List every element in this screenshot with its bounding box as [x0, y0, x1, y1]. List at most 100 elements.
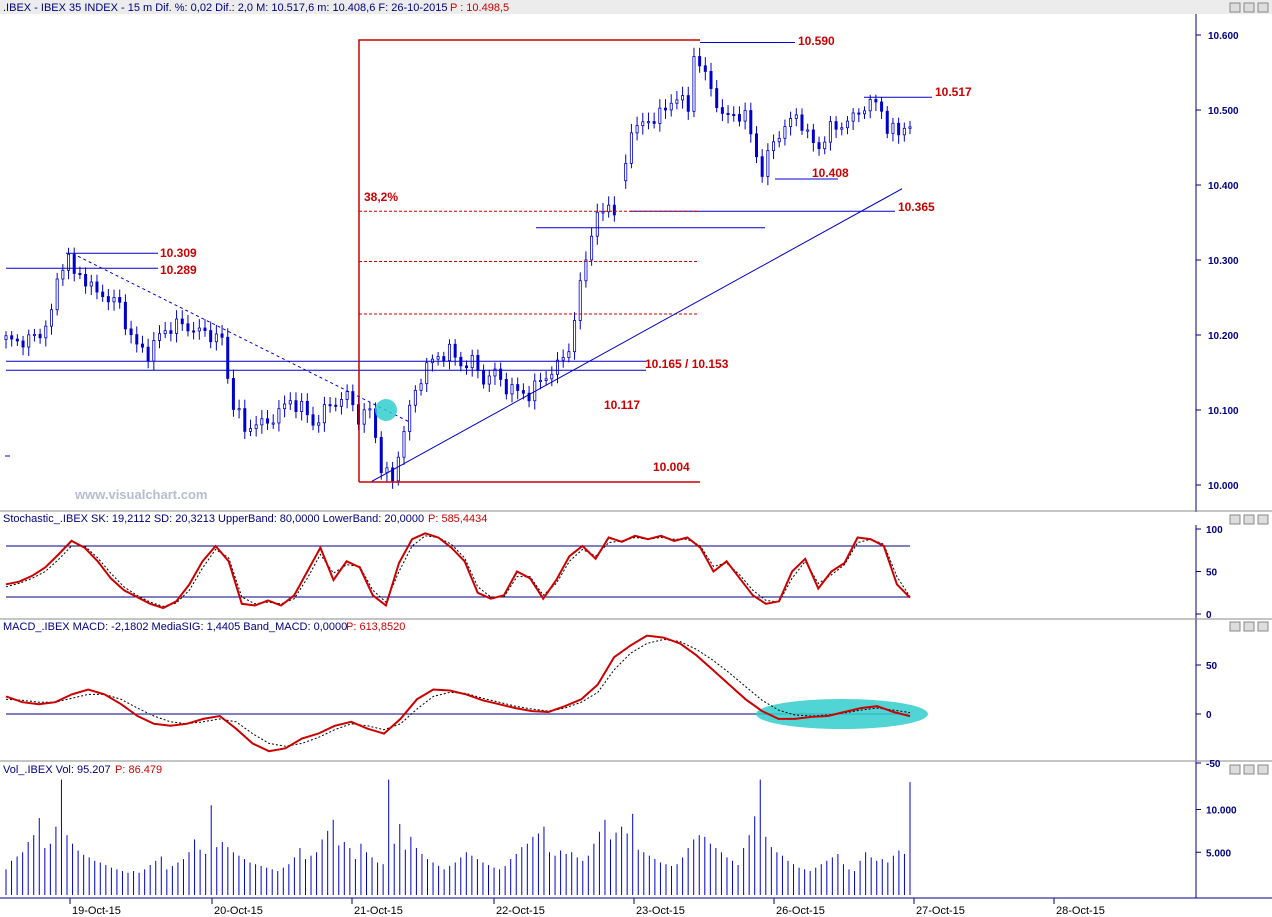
- price-candle: [209, 330, 213, 343]
- price-candle: [561, 357, 565, 361]
- price-candle: [277, 408, 281, 424]
- price-candle: [612, 204, 616, 216]
- price-candle: [891, 122, 895, 134]
- price-candle: [908, 126, 912, 129]
- price-candle: [857, 112, 861, 115]
- price-candle: [720, 107, 724, 114]
- price-candle: [453, 343, 457, 358]
- price-candle: [629, 132, 633, 164]
- price-axis-label: 10.300: [1208, 256, 1239, 267]
- price-candle: [84, 273, 88, 287]
- date-axis-label: 27-Oct-15: [916, 905, 965, 917]
- window-buttons-vol[interactable]: [1229, 764, 1269, 775]
- price-candle: [305, 400, 309, 416]
- price-candle: [49, 309, 53, 327]
- stoch-panel-value: P: 585,4434: [428, 513, 487, 525]
- stoch-sd-line: [5, 535, 911, 607]
- date-axis-label: 19-Oct-15: [72, 905, 121, 917]
- price-candle: [15, 338, 19, 342]
- price-candle: [123, 301, 127, 330]
- price-candle: [686, 95, 690, 112]
- price-candle: [521, 390, 525, 394]
- price-candle: [482, 370, 486, 385]
- price-candle: [868, 99, 872, 112]
- date-axis-label: 22-Oct-15: [496, 905, 545, 917]
- price-candle: [675, 99, 679, 104]
- price-candle: [67, 253, 71, 271]
- window-buttons-stoch[interactable]: [1229, 514, 1269, 525]
- price-candle: [698, 56, 702, 67]
- price-candle: [658, 107, 662, 124]
- price-candle: [800, 114, 804, 131]
- price-candle: [703, 65, 707, 72]
- macd-axis-label: 0: [1206, 710, 1212, 721]
- price-candle: [493, 368, 497, 377]
- stoch-axis-label: 50: [1206, 568, 1218, 579]
- price-candle: [140, 343, 144, 348]
- price-candle: [55, 278, 59, 311]
- price-candle: [777, 137, 781, 143]
- price-candle: [391, 467, 395, 482]
- price-candle: [669, 102, 673, 111]
- macd-signal-line: [5, 638, 911, 747]
- volume-axis-label: 5.000: [1206, 848, 1231, 859]
- price-candle: [158, 333, 162, 341]
- price-candle: [146, 346, 150, 362]
- price-candle: [442, 356, 446, 361]
- price-candle: [175, 318, 179, 334]
- price-candle: [226, 336, 230, 379]
- price-candle: [10, 335, 14, 340]
- price-candle: [754, 133, 758, 158]
- price-candle: [499, 368, 503, 380]
- price-candle: [840, 127, 844, 130]
- price-candle: [504, 379, 508, 395]
- price-candle: [345, 391, 349, 400]
- price-candle: [487, 375, 491, 385]
- price-axis-label: 10.000: [1208, 481, 1239, 492]
- price-candle: [385, 467, 389, 474]
- price-candle: [254, 424, 258, 429]
- price-candle: [300, 400, 304, 412]
- price-candle: [783, 126, 787, 139]
- price-candle: [379, 437, 383, 474]
- price-candle: [544, 378, 548, 381]
- price-candle: [4, 335, 8, 340]
- price-candle: [328, 404, 332, 407]
- breakout-highlight: [375, 399, 397, 421]
- price-candle: [851, 112, 855, 122]
- macd-panel-title: MACD_.IBEX MACD: -2,1802 MediaSIG: 1,440…: [3, 621, 347, 633]
- window-buttons-macd[interactable]: [1229, 621, 1269, 632]
- price-candle: [38, 333, 42, 339]
- price-candle: [607, 204, 611, 213]
- price-candle: [192, 330, 196, 333]
- price-candle: [32, 333, 36, 336]
- level-label-10408: 10.408: [812, 166, 849, 180]
- volume-panel-value: P: 86.479: [115, 764, 162, 776]
- price-candle: [283, 403, 287, 410]
- price-candle: [266, 418, 270, 424]
- price-candle: [845, 120, 849, 129]
- price-axis-label: 10.400: [1208, 181, 1239, 192]
- price-candle: [578, 280, 582, 321]
- price-candle: [749, 110, 753, 135]
- price-candle: [78, 273, 82, 276]
- price-candle: [334, 404, 338, 407]
- price-candle: [567, 351, 571, 358]
- price-axis-label: 10.100: [1208, 406, 1239, 417]
- price-axis-label: 10.600: [1208, 31, 1239, 42]
- price-candle: [789, 118, 793, 127]
- price-candle: [413, 389, 417, 406]
- window-buttons-main[interactable]: [1229, 2, 1269, 13]
- price-candle: [106, 296, 110, 303]
- price-candle: [311, 414, 315, 426]
- price-axis-label: 10.200: [1208, 331, 1239, 342]
- price-candle: [811, 129, 815, 144]
- price-candle: [214, 333, 218, 343]
- stochastic-panel: 100 50 0: [5, 525, 1223, 621]
- downtrend-line: [77, 255, 409, 422]
- price-candle: [396, 456, 400, 482]
- price-candle: [828, 121, 832, 143]
- watermark: www.visualchart.com: [74, 487, 207, 502]
- level-label-10289: 10.289: [160, 263, 197, 277]
